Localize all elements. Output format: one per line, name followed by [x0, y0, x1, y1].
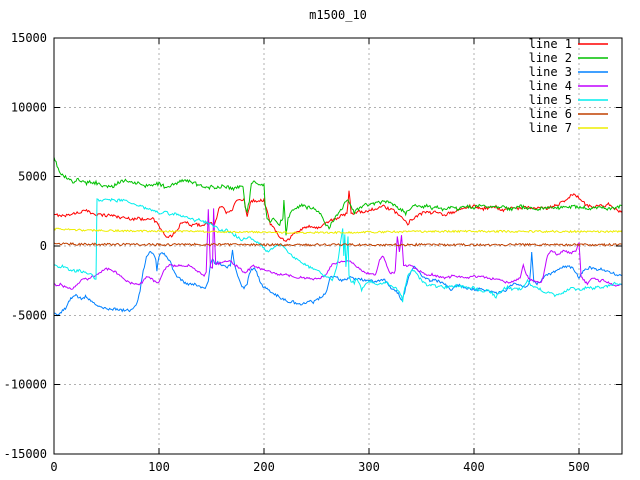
y-tick-label: 5000 [18, 170, 47, 184]
x-tick-label: 100 [148, 460, 170, 474]
series-group [53, 156, 623, 317]
series-line-6 [53, 241, 623, 247]
y-tick-label: -10000 [4, 378, 47, 392]
x-tick-label: 300 [358, 460, 380, 474]
y-tick-label: 15000 [11, 31, 47, 45]
legend-label: line 3 [529, 65, 572, 79]
series-line-3 [53, 249, 623, 317]
legend-label: line 2 [529, 51, 572, 65]
y-tick-label: -5000 [11, 308, 47, 322]
x-tick-label: 500 [568, 460, 590, 474]
legend-label: line 6 [529, 107, 572, 121]
y-tick-label: 10000 [11, 100, 47, 114]
x-tick-label: 0 [50, 460, 57, 474]
legend-label: line 4 [529, 79, 572, 93]
x-tick-label: 400 [463, 460, 485, 474]
series-line-2 [53, 156, 623, 236]
series-line-1 [53, 190, 623, 243]
x-tick-label: 200 [253, 460, 275, 474]
series-line-5 [53, 197, 623, 303]
legend-label: line 1 [529, 37, 572, 51]
series-line-7 [53, 227, 623, 235]
legend-label: line 5 [529, 93, 572, 107]
legend-label: line 7 [529, 121, 572, 135]
y-tick-label: -15000 [4, 447, 47, 461]
chart-title: m1500_10 [309, 8, 367, 22]
y-tick-label: 0 [40, 239, 47, 253]
